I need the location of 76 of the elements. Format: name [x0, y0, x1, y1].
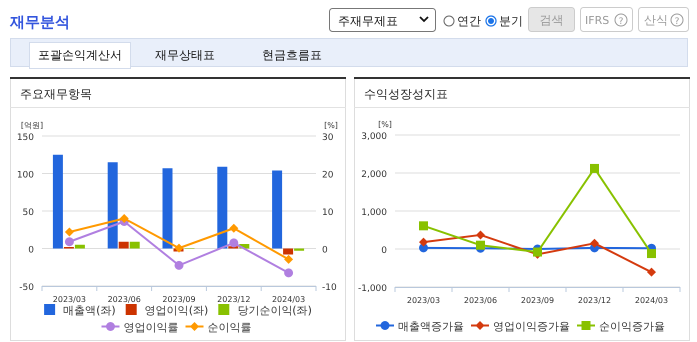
bar [118, 242, 129, 248]
y2-tick-label: 10 [322, 208, 334, 218]
text: 산식 [644, 13, 668, 27]
legend-label: 당기순이익(좌) [237, 304, 312, 317]
bar [283, 248, 294, 254]
x-tick-label: 2023/12 [578, 296, 612, 305]
y-tick-label: -50 [19, 283, 34, 293]
legend-label: 영업이익(좌) [144, 304, 208, 317]
y2-tick-label: 0 [322, 246, 328, 256]
y-tick-label: 2,000 [361, 170, 388, 180]
y-tick-label: 0 [381, 246, 388, 256]
bar [162, 168, 172, 248]
x-tick-label: 2023/03 [52, 295, 86, 304]
point [590, 164, 599, 173]
y-tick-label: 0 [28, 246, 34, 256]
x-tick-label: 2023/12 [217, 295, 250, 304]
legend-label: 매출액(좌) [63, 304, 116, 317]
text: ? [674, 17, 680, 27]
text: 현금흐름표 [262, 48, 322, 62]
point [174, 244, 184, 253]
x-tick-label: 2024/03 [634, 296, 668, 305]
bar [217, 166, 228, 248]
point [419, 221, 428, 230]
point [229, 238, 238, 248]
point [647, 249, 656, 258]
text: 연간 [457, 14, 481, 28]
text: 검색 [540, 13, 564, 27]
text: 분기 [499, 14, 523, 28]
legend-label: 영업이익증가율 [493, 320, 570, 333]
point [284, 254, 294, 264]
y-tick-label: -1,000 [358, 284, 388, 294]
x-tick-label: 2023/06 [464, 296, 498, 305]
point [64, 237, 74, 246]
x-tick-label: 2024/03 [272, 295, 306, 304]
y2-tick-label: 20 [322, 170, 334, 180]
text: 포괄손익계산서 [38, 48, 122, 62]
text: IFRS [585, 14, 610, 27]
bar [74, 244, 85, 248]
point [284, 268, 294, 278]
legend-label: 매출액증가율 [398, 320, 464, 333]
x-tick-label: 2023/03 [406, 296, 440, 305]
chart-title: 주요재무항목 [20, 87, 92, 101]
x-tick-label: 2023/09 [520, 296, 554, 305]
y2-tick-label: -10 [322, 283, 337, 293]
chart-title: 수익성장성지표 [364, 87, 448, 101]
x-tick-label: 2023/06 [108, 295, 141, 304]
bar [108, 162, 118, 248]
y-tick-label: 3,000 [361, 132, 388, 142]
point [419, 238, 428, 247]
y-tick-label: 1,000 [361, 208, 388, 218]
y-axis-title: [억원] [20, 121, 44, 130]
y-tick-label: 50 [22, 208, 34, 218]
text: 재무분석 [9, 13, 70, 31]
point [174, 260, 184, 270]
point [590, 238, 599, 248]
point [120, 214, 129, 223]
y2-axis-title: [%] [324, 121, 338, 130]
y-axis-title: [%] [378, 120, 392, 129]
y2-tick-label: 30 [322, 133, 334, 143]
text: ? [618, 17, 624, 27]
text: 주재무제표 [338, 14, 398, 28]
y-tick-label: 150 [16, 133, 34, 143]
point [476, 240, 485, 250]
text: 재무상태표 [155, 48, 215, 62]
bar [130, 242, 140, 248]
x-tick-label: 2023/09 [162, 295, 196, 304]
point [64, 228, 74, 236]
legend-label: 순이익증가율 [599, 320, 665, 333]
legend-label: 순이익률 [208, 321, 252, 334]
point [229, 224, 238, 233]
bar [52, 154, 63, 248]
y-tick-label: 100 [16, 170, 34, 180]
point [647, 268, 656, 277]
legend-label: 영업이익률 [124, 321, 178, 334]
bar [272, 170, 282, 248]
point [476, 230, 485, 240]
